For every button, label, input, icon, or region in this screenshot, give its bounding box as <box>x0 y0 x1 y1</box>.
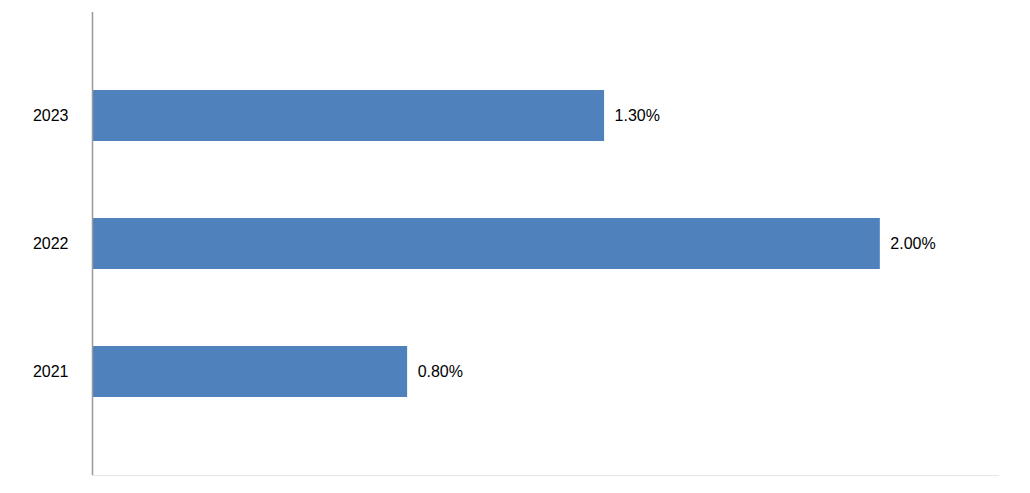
svg-text:2023: 2023 <box>33 107 69 124</box>
svg-text:2021: 2021 <box>33 363 69 380</box>
svg-text:0.80%: 0.80% <box>418 363 463 380</box>
svg-text:1.30%: 1.30% <box>615 107 660 124</box>
svg-text:2022: 2022 <box>33 235 69 252</box>
svg-text:2.00%: 2.00% <box>890 235 935 252</box>
